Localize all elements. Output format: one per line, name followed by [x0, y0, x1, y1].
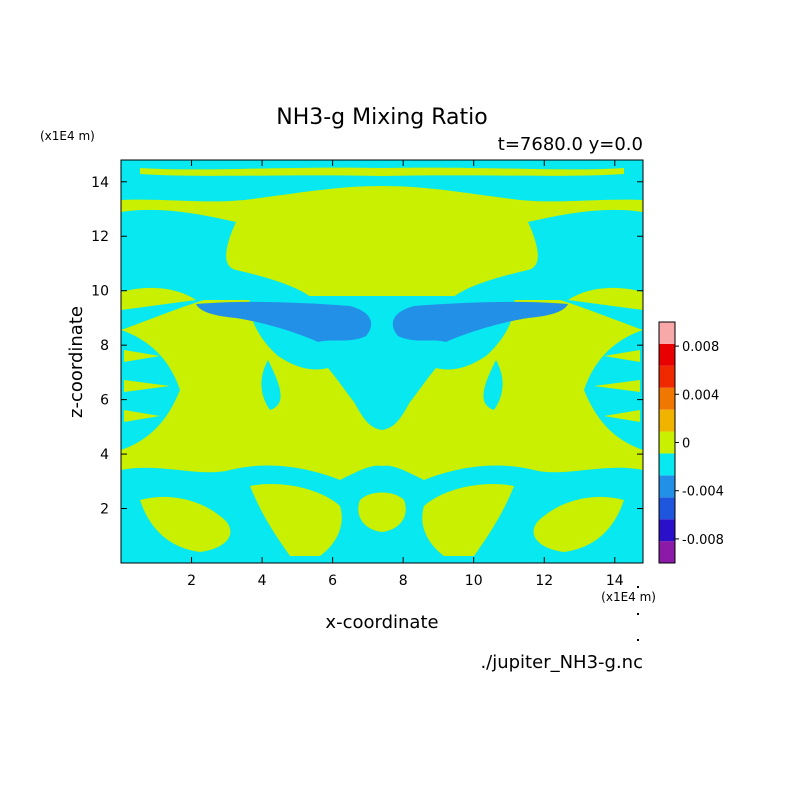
colorbar: 0.008 0.004 0 -0.004 -0.008 — [658, 321, 724, 564]
colorbar-tick-label: 0 — [682, 437, 690, 452]
contour-field — [121, 160, 643, 563]
x-tick-label: 14 — [606, 573, 624, 589]
y-axis-label: z-coordinate — [66, 306, 87, 418]
colorbar-swatch — [659, 409, 675, 432]
contour-region — [124, 350, 170, 422]
colorbar-swatch — [659, 519, 675, 542]
x-axis-ticks: 2 4 6 8 10 12 14 — [187, 160, 624, 589]
colorbar-swatch — [659, 431, 675, 454]
y-tick-label: 4 — [100, 447, 109, 463]
x-tick-label: 12 — [535, 573, 553, 589]
colorbar-swatch — [659, 343, 675, 366]
colorbar-tick-label: -0.008 — [682, 533, 724, 548]
contour-region — [140, 167, 624, 176]
contour-region — [594, 350, 640, 422]
contour-region — [121, 287, 196, 310]
colorbar-swatch — [659, 475, 675, 498]
y-axis-ticks: 2 4 6 8 10 12 14 — [91, 175, 643, 518]
colorbar-swatch — [659, 322, 675, 344]
contour-region — [392, 301, 568, 342]
colorbar-swatch — [659, 365, 675, 388]
y-tick-label: 6 — [100, 393, 109, 409]
colorbar-swatch — [659, 387, 675, 410]
y-tick-label: 14 — [91, 175, 109, 191]
x-tick-label: 8 — [399, 573, 408, 589]
colorbar-swatch — [659, 453, 675, 476]
contour-region — [140, 496, 231, 552]
y-unit-label: (x1E4 m) — [40, 129, 95, 143]
y-tick-label: 12 — [91, 229, 109, 245]
contour-region — [533, 496, 624, 552]
contour-region — [250, 484, 342, 556]
x-unit-label: (x1E4 m) — [601, 590, 656, 604]
caption-marks — [637, 586, 639, 641]
x-tick-label: 2 — [187, 573, 196, 589]
x-tick-label: 6 — [328, 573, 337, 589]
chart-title: NH3-g Mixing Ratio — [276, 105, 488, 130]
colorbar-tick-label: 0.008 — [682, 340, 719, 355]
chart-subtitle: t=7680.0 y=0.0 — [498, 134, 643, 155]
y-tick-label: 8 — [100, 338, 109, 354]
source-file-label: ./jupiter_NH3-g.nc — [480, 652, 643, 673]
contour-region — [261, 360, 281, 410]
colorbar-tick-label: -0.004 — [682, 485, 724, 500]
x-tick-label: 4 — [258, 573, 267, 589]
colorbar-swatch — [659, 541, 675, 563]
x-tick-label: 10 — [465, 573, 483, 589]
contour-region — [422, 484, 514, 556]
contour-region — [568, 287, 643, 310]
colorbar-tick-label: 0.004 — [682, 388, 719, 403]
contour-region — [483, 360, 503, 410]
y-tick-label: 2 — [100, 502, 109, 518]
plot-frame — [120, 159, 644, 564]
y-tick-label: 10 — [91, 284, 109, 300]
x-axis-label: x-coordinate — [325, 612, 438, 633]
colorbar-swatch — [659, 497, 675, 520]
contour-region — [358, 492, 406, 532]
contour-region — [196, 301, 372, 342]
